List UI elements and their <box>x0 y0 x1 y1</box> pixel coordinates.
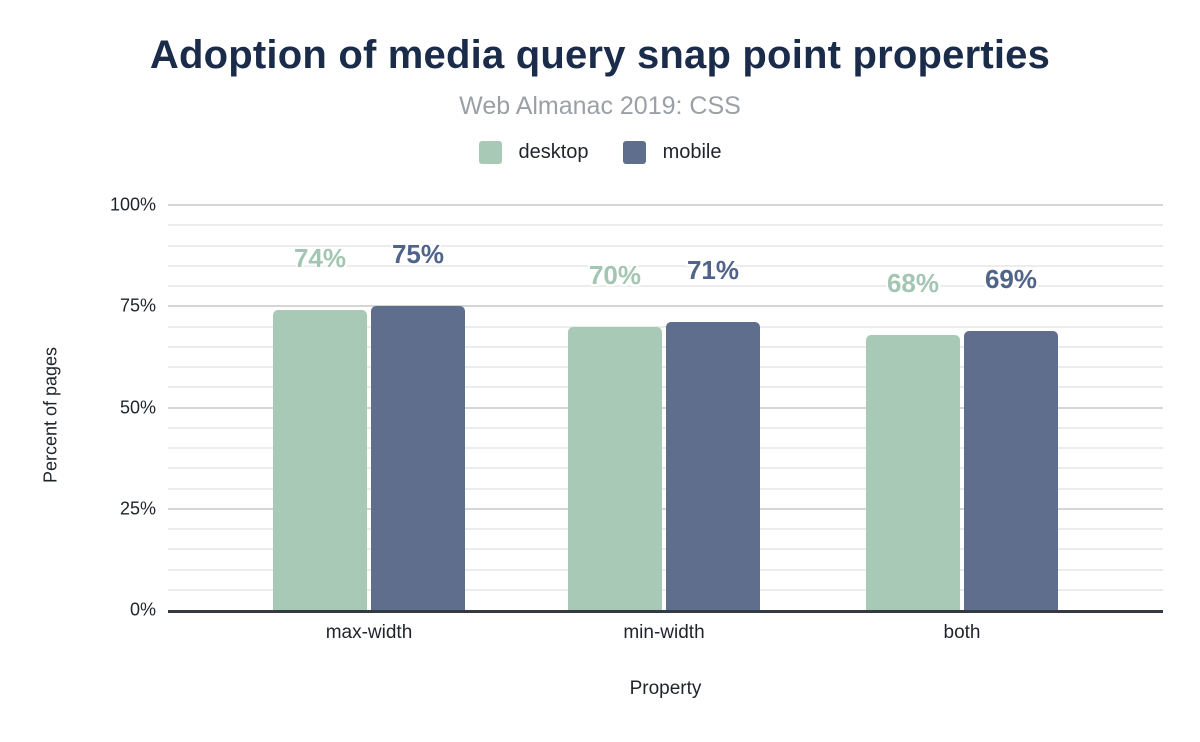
legend-item-desktop: desktop <box>478 141 589 164</box>
legend-label-mobile: mobile <box>662 141 722 163</box>
gridline-20 <box>168 528 1163 530</box>
y-tick-100: 100% <box>109 194 156 215</box>
legend-label-desktop: desktop <box>518 141 589 163</box>
x-axis-ticks: max-width min-width both <box>168 622 1163 648</box>
bar-mobile-max-width: 75% <box>371 239 465 610</box>
gridline-40 <box>168 447 1163 449</box>
y-tick-75: 75% <box>119 295 156 316</box>
bar-group-both: 68% 69% <box>866 205 1058 610</box>
value-label-desktop-both: 68% <box>886 267 940 298</box>
gridline-90 <box>168 244 1163 247</box>
gridline-55 <box>168 386 1163 389</box>
x-axis-title: Property <box>629 678 702 699</box>
gridline-25 <box>168 507 1163 510</box>
gridline-30 <box>168 487 1163 490</box>
gridline-95 <box>168 224 1163 227</box>
gridline-5 <box>168 588 1163 591</box>
legend-item-mobile: mobile <box>622 141 722 164</box>
chart-subtitle: Web Almanac 2019: CSS <box>459 92 741 120</box>
gridline-50 <box>168 406 1163 409</box>
plot-area: 74% 75% 70% 71% 68% 69% <box>168 204 1163 613</box>
y-axis-ticks: 0% 25% 50% 75% 100% <box>0 195 156 620</box>
mobile-swatch-icon <box>622 141 646 164</box>
bar-mobile-min-width: 71% <box>666 255 760 610</box>
x-tick-min-width: min-width <box>623 622 705 643</box>
bar-desktop-max-width: 74% <box>273 243 367 610</box>
bar-group-max-width: 74% 75% <box>273 205 465 610</box>
bar-group-min-width: 70% 71% <box>568 205 760 610</box>
value-label-desktop-min-width: 70% <box>588 259 642 290</box>
desktop-swatch-icon <box>478 141 502 164</box>
y-tick-50: 50% <box>119 397 156 417</box>
gridline-65 <box>168 345 1163 348</box>
gridline-10 <box>168 568 1163 571</box>
y-tick-25: 25% <box>119 498 156 519</box>
gridline-80 <box>168 285 1163 287</box>
value-label-mobile-both: 69% <box>984 263 1038 294</box>
bar-mobile-both: 69% <box>964 264 1058 610</box>
x-tick-both: both <box>943 622 981 643</box>
gridline-60 <box>168 366 1163 368</box>
gridline-35 <box>168 467 1163 470</box>
y-tick-0: 0% <box>129 599 156 620</box>
value-label-mobile-min-width: 71% <box>686 255 740 286</box>
gridline-100 <box>168 204 1163 206</box>
legend: desktop mobile <box>0 141 1200 164</box>
x-tick-max-width: max-width <box>325 622 413 643</box>
value-label-mobile-max-width: 75% <box>391 239 445 270</box>
gridline-45 <box>168 426 1163 429</box>
gridline-15 <box>168 548 1163 551</box>
bar-desktop-both: 68% <box>866 268 960 610</box>
gridline-70 <box>168 325 1163 328</box>
gridline-75 <box>168 305 1163 308</box>
value-label-desktop-max-width: 74% <box>293 243 347 274</box>
chart-title: Adoption of media query snap point prope… <box>149 33 1051 77</box>
bar-desktop-min-width: 70% <box>568 260 662 610</box>
gridline-85 <box>168 264 1163 267</box>
